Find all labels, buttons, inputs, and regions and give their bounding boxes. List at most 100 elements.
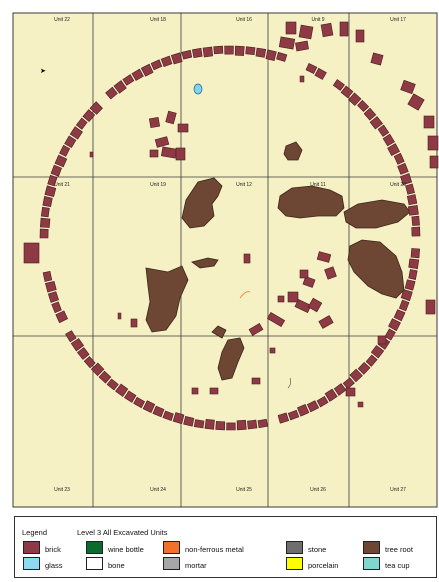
ring-brick — [340, 85, 354, 99]
ring-brick — [405, 183, 415, 195]
ring-brick — [65, 330, 77, 343]
ring-brick — [44, 185, 57, 197]
metal-fragment — [239, 291, 251, 299]
legend-title: Level 3 All Excavated Units — [77, 528, 168, 537]
brick-fragment — [89, 151, 94, 158]
scattered-brick — [425, 299, 436, 315]
unit-labels: Unit 22 Unit 18 Unit 16 Unit 9 Unit 17 Unit 2… — [54, 17, 406, 493]
scattered-brick — [345, 387, 356, 397]
scattered-brick — [191, 387, 199, 395]
unit-label: Unit 23 — [54, 487, 70, 493]
ring-brick — [265, 49, 277, 61]
legend: Legend Level 3 All Excavated Units brick… — [14, 516, 437, 578]
unit-label: Unit 20 — [390, 182, 406, 188]
scattered-brick — [248, 323, 264, 336]
scattered-brick — [318, 315, 334, 329]
unit-label: Unit 11 — [310, 182, 326, 188]
ring-brick — [407, 204, 419, 216]
ring-brick — [152, 405, 165, 418]
ring-brick — [393, 309, 406, 322]
ring-brick — [140, 63, 154, 77]
scattered-brick — [243, 253, 251, 264]
brick-fragment — [117, 312, 122, 320]
ring-brick — [411, 226, 421, 237]
excavation-map: Unit 22 Unit 18 Unit 16 Unit 9 Unit 17 Unit 2… — [12, 12, 439, 508]
brick-fragment — [357, 401, 364, 408]
ring-brick — [245, 46, 256, 56]
ring-brick — [90, 362, 105, 377]
scattered-brick — [149, 149, 159, 158]
scattered-brick — [299, 269, 309, 279]
unit-label: Unit 22 — [54, 17, 70, 23]
ring-brick — [193, 419, 205, 429]
ring-brick — [370, 345, 385, 359]
tree-root-feature — [283, 141, 303, 161]
ring-brick — [42, 271, 53, 282]
scattered-brick — [130, 318, 138, 328]
non-ferrous-metal-swatch-icon — [163, 541, 180, 554]
ring-brick — [332, 79, 345, 91]
ring-brick — [277, 412, 290, 424]
scattered-brick — [266, 312, 286, 327]
ring-brick — [365, 354, 378, 367]
ring-brick — [51, 301, 62, 314]
unit-grid — [12, 12, 438, 508]
ring-brick — [170, 52, 183, 65]
ring-brick — [123, 390, 137, 403]
ring-brick — [47, 291, 59, 303]
ring-brick — [411, 215, 420, 226]
ring-brick — [349, 368, 363, 383]
ring-brick — [40, 206, 50, 218]
scattered-brick — [324, 266, 337, 280]
ring-brick — [226, 422, 236, 431]
ring-brick — [162, 410, 174, 421]
scattered-brick — [370, 52, 384, 66]
scattered-brick — [277, 295, 285, 303]
scattered-brick — [295, 40, 309, 52]
scattered-brick — [294, 299, 312, 313]
ring-brick — [150, 59, 163, 71]
ring-brick — [357, 99, 370, 113]
ring-brick — [297, 404, 310, 417]
ring-brick — [305, 62, 318, 75]
tree-root-swatch-icon — [363, 541, 380, 554]
ring-brick — [183, 415, 195, 427]
ring-brick — [122, 74, 135, 86]
ring-brick — [181, 49, 193, 60]
scattered-brick — [298, 24, 314, 40]
ring-brick — [105, 86, 118, 100]
ring-brick — [342, 377, 355, 390]
ring-brick — [142, 400, 156, 414]
ring-brick — [76, 347, 90, 360]
scattered-brick — [209, 387, 219, 395]
ring-brick — [382, 133, 395, 147]
ring-brick — [204, 418, 215, 430]
ring-brick — [75, 117, 88, 130]
scattered-brick — [407, 93, 425, 111]
unit-label: Unit 18 — [150, 17, 166, 23]
ring-brick — [54, 154, 68, 168]
mortar-fragment — [287, 377, 291, 389]
ring-brick — [369, 116, 384, 130]
stone-swatch-icon — [286, 541, 303, 554]
ring-brick — [404, 279, 416, 291]
unit-label: Unit 24 — [150, 487, 166, 493]
unit-label: Unit 9 — [311, 17, 324, 23]
tree-root-feature — [217, 337, 245, 381]
ring-brick — [257, 418, 269, 429]
glass-fragment — [193, 83, 203, 95]
tree-root-feature — [347, 239, 405, 299]
ring-brick — [357, 361, 371, 375]
scattered-brick — [316, 251, 332, 263]
unit-label: Unit 19 — [150, 182, 166, 188]
ring-brick — [50, 164, 62, 177]
small-finds — [89, 75, 364, 408]
scattered-brick — [278, 36, 296, 50]
ring-brick — [82, 109, 96, 123]
unit-label: Unit 12 — [236, 182, 252, 188]
wine-bottle-swatch-icon — [86, 541, 103, 554]
scattered-brick — [175, 147, 186, 161]
unit-label: Unit 17 — [390, 17, 406, 23]
ring-brick — [316, 395, 329, 408]
scattered-brick — [287, 291, 299, 303]
